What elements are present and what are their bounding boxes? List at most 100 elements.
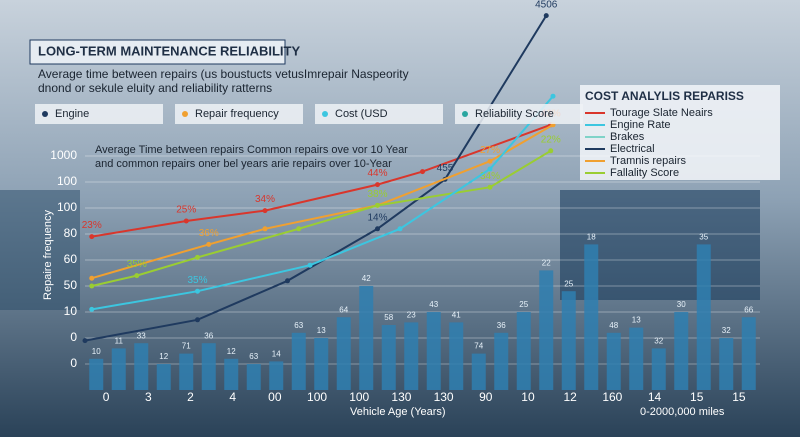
bar xyxy=(629,327,644,390)
x-tick-label: 130 xyxy=(391,390,411,404)
annotation: and common repairs oner bel years arie r… xyxy=(95,158,392,170)
bar xyxy=(291,332,306,390)
bar xyxy=(696,244,711,390)
point-label: 4506 xyxy=(535,0,558,10)
bar-annotation: 33 xyxy=(137,331,146,340)
bar xyxy=(359,286,374,390)
y-tick-label: 0 xyxy=(70,330,77,344)
line xyxy=(84,15,548,342)
legend-label: Engine Rate xyxy=(610,119,671,131)
point-label: 34% xyxy=(480,171,500,182)
bar-annotation: 32 xyxy=(654,337,663,346)
line-point xyxy=(543,13,549,19)
x-tick-label: 00 xyxy=(268,390,282,404)
x-tick-label: 130 xyxy=(434,390,454,404)
y-tick-label: 100 xyxy=(57,174,77,188)
bar-annotation: 22 xyxy=(542,259,551,268)
bar xyxy=(449,322,464,390)
bar xyxy=(156,364,171,390)
bar xyxy=(201,343,216,390)
bar-annotation: 64 xyxy=(339,305,348,314)
x-tick-label: 160 xyxy=(602,390,622,404)
y-tick-label: 60 xyxy=(64,252,78,266)
bar xyxy=(561,291,576,390)
bar xyxy=(426,312,441,390)
line-point xyxy=(195,288,200,294)
bar xyxy=(269,361,284,390)
point-label: 44% xyxy=(367,168,387,179)
point-label: 22% xyxy=(541,134,561,145)
bar-annotation: 32 xyxy=(722,326,731,335)
line-point xyxy=(134,273,140,279)
bar-annotation: 48 xyxy=(609,321,618,330)
bar xyxy=(381,325,396,390)
line-point xyxy=(89,306,95,312)
line-point xyxy=(487,166,493,172)
x-tick-label: 4 xyxy=(229,390,236,404)
y-tick-label: 10 xyxy=(64,304,78,318)
bar xyxy=(134,343,149,390)
bar-annotation: 35 xyxy=(699,233,708,242)
legend-label: Tramnis repairs xyxy=(610,155,686,167)
bar-annotation: 66 xyxy=(744,305,753,314)
legend-label: Repair frequency xyxy=(195,108,279,120)
bar-annotation: 58 xyxy=(384,313,393,322)
point-label: 38% xyxy=(367,189,387,200)
bar-annotation: 11 xyxy=(115,337,124,346)
line-point xyxy=(296,226,302,232)
bar xyxy=(539,270,554,390)
bar xyxy=(516,312,531,390)
line-point xyxy=(375,226,380,232)
bar xyxy=(606,332,621,390)
x-tick-label: 15 xyxy=(732,390,746,404)
chart-title: LONG-TERM MAINTENANCE RELIABILITY xyxy=(38,43,300,58)
point-label: 455 xyxy=(437,163,454,174)
bar xyxy=(404,322,419,390)
legend-marker xyxy=(462,111,468,117)
x-tick-label: 2 xyxy=(187,390,194,404)
point-label: 25% xyxy=(176,205,196,216)
bar-annotation: 42 xyxy=(362,274,371,283)
bar xyxy=(584,244,599,390)
bar-annotation: 74 xyxy=(474,342,483,351)
point-label: 23% xyxy=(82,220,102,231)
line-point xyxy=(307,262,313,268)
x-tick-label: 12 xyxy=(563,390,577,404)
line-point xyxy=(487,184,493,190)
line-point xyxy=(183,218,189,224)
bar-annotation: 23 xyxy=(407,311,416,320)
legend-marker xyxy=(322,111,328,117)
legend-item-bg xyxy=(455,104,583,124)
x-tick-label: 14 xyxy=(648,390,662,404)
point-label: 14% xyxy=(367,212,387,223)
line-point xyxy=(195,254,200,260)
line-point xyxy=(82,338,88,344)
line-point xyxy=(89,283,95,289)
line xyxy=(91,123,552,238)
legend-label: Fallality Score xyxy=(610,167,679,179)
legend-title: COST ANALYLIS REPARISS xyxy=(585,89,744,103)
bar-annotation: 41 xyxy=(452,311,461,320)
bar-annotation: 36 xyxy=(204,331,213,340)
legend-label: Electrical xyxy=(610,143,655,155)
bar xyxy=(314,338,329,390)
bar-annotation: 13 xyxy=(632,316,641,325)
bar-annotation: 63 xyxy=(294,321,303,330)
bar-annotation: 14 xyxy=(272,350,281,359)
bar-annotation: 10 xyxy=(92,347,101,356)
line-point xyxy=(262,226,268,232)
bar-annotation: 43 xyxy=(429,300,438,309)
annotation: Average Time between repairs Common repa… xyxy=(95,144,408,156)
point-label: 35% xyxy=(127,259,147,270)
line-point xyxy=(548,148,554,154)
bar-annotation: 25 xyxy=(519,300,528,309)
monitor xyxy=(0,190,80,310)
y-tick-label: 50 xyxy=(64,278,78,292)
x-tick-label: 0 xyxy=(103,390,110,404)
legend-marker xyxy=(182,111,188,117)
line-point xyxy=(262,208,268,214)
legend-item-bg xyxy=(315,104,443,124)
bar xyxy=(336,317,351,390)
bar xyxy=(674,312,689,390)
